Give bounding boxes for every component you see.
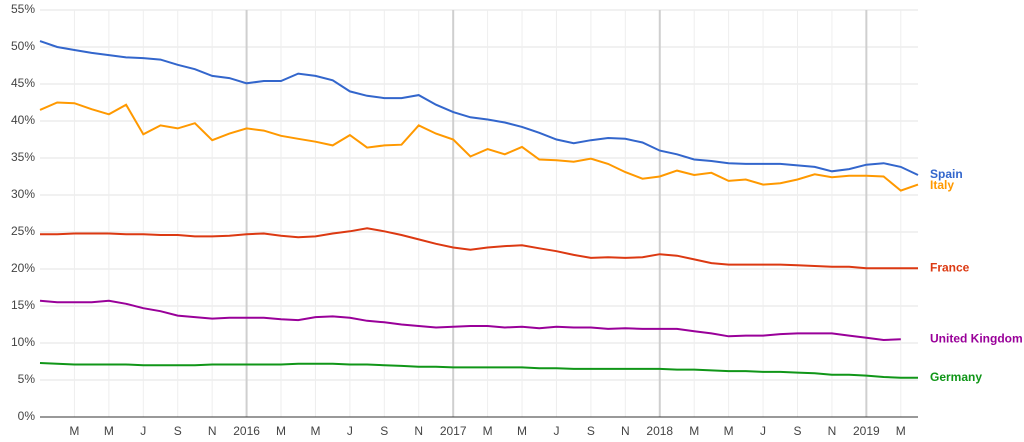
- y-tick-label: 50%: [11, 39, 35, 53]
- x-tick-label: S: [380, 424, 388, 438]
- series-label: Germany: [930, 370, 982, 384]
- x-tick-label: S: [587, 424, 595, 438]
- series-label: United Kingdom: [930, 331, 1023, 345]
- series-line: [40, 227, 918, 270]
- x-tick-label: J: [553, 424, 559, 438]
- x-tick-label: S: [174, 424, 182, 438]
- y-tick-label: 40%: [11, 113, 35, 127]
- y-tick-label: 20%: [11, 261, 35, 275]
- x-tick-label: M: [104, 424, 114, 438]
- x-tick-label: J: [140, 424, 146, 438]
- x-tick-label: J: [760, 424, 766, 438]
- series-label: Italy: [930, 178, 954, 192]
- series-line: [39, 101, 919, 192]
- y-tick-label: 25%: [11, 224, 35, 238]
- y-tick-label: 15%: [11, 298, 35, 312]
- x-tick-label: M: [310, 424, 320, 438]
- x-tick-label: M: [689, 424, 699, 438]
- x-tick-label: N: [828, 424, 837, 438]
- y-tick-label: 0%: [18, 409, 36, 423]
- x-tick-label: N: [414, 424, 423, 438]
- x-tick-label: M: [276, 424, 286, 438]
- series-label: Spain: [930, 167, 963, 181]
- x-tick-label: 2016: [233, 424, 260, 438]
- y-tick-label: 55%: [11, 2, 35, 16]
- series-label: France: [930, 260, 970, 274]
- x-tick-label: 2017: [440, 424, 467, 438]
- x-tick-label: J: [347, 424, 353, 438]
- x-tick-label: S: [793, 424, 801, 438]
- series-line: [39, 40, 919, 176]
- y-tick-label: 5%: [18, 372, 36, 386]
- y-tick-label: 10%: [11, 335, 35, 349]
- x-tick-label: M: [517, 424, 527, 438]
- x-tick-label: M: [69, 424, 79, 438]
- series-line: [39, 362, 918, 379]
- y-tick-label: 45%: [11, 76, 35, 90]
- y-tick-label: 30%: [11, 187, 35, 201]
- x-tick-label: M: [896, 424, 906, 438]
- x-tick-label: M: [483, 424, 493, 438]
- x-tick-label: 2018: [646, 424, 673, 438]
- y-tick-label: 35%: [11, 150, 35, 164]
- x-tick-label: N: [621, 424, 630, 438]
- series-line: [39, 299, 901, 342]
- x-tick-label: M: [724, 424, 734, 438]
- x-tick-label: N: [208, 424, 217, 438]
- x-tick-label: 2019: [853, 424, 880, 438]
